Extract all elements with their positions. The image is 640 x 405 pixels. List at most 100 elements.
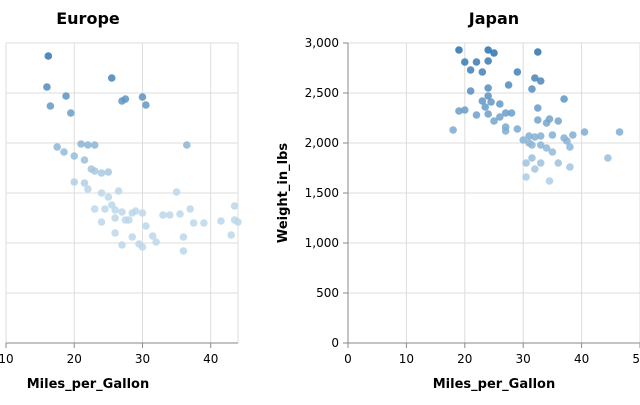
data-point-japan-7 — [466, 66, 475, 74]
y-tick-label-japan-3: 1,500 — [305, 186, 339, 200]
data-point-europe-31 — [111, 214, 119, 222]
x-tick-label-japan-0: 0 — [344, 352, 352, 366]
data-point-europe-28 — [101, 205, 109, 213]
data-point-japan-39 — [536, 132, 545, 140]
data-point-japan-58 — [554, 159, 563, 167]
data-point-europe-6 — [60, 148, 68, 156]
data-point-japan-26 — [501, 109, 510, 117]
x-tick-label-japan-4: 40 — [574, 352, 589, 366]
data-point-europe-43 — [165, 211, 174, 219]
panel-japan: Japan 0102030405005001,0001,5002,0002,50… — [276, 9, 640, 392]
x-tick-label-japan-2: 20 — [457, 352, 472, 366]
data-point-japan-60 — [536, 141, 545, 149]
data-point-europe-42 — [159, 211, 167, 219]
data-point-japan-14 — [484, 92, 492, 100]
data-point-japan-48 — [569, 131, 577, 139]
data-point-europe-4 — [67, 109, 75, 117]
panel-title-japan: Japan — [468, 9, 519, 28]
data-point-japan-51 — [615, 128, 624, 136]
data-point-japan-61 — [542, 144, 551, 152]
data-point-europe-21 — [114, 187, 123, 195]
data-point-europe-19 — [97, 189, 106, 197]
data-point-europe-45 — [176, 210, 184, 218]
data-point-japan-59 — [566, 163, 574, 171]
data-point-japan-31 — [504, 81, 513, 89]
data-point-europe-47 — [179, 247, 188, 255]
data-point-europe-14 — [97, 169, 106, 177]
data-point-europe-8 — [77, 140, 85, 148]
data-point-japan-43 — [554, 117, 563, 125]
data-point-europe-7 — [70, 152, 79, 160]
data-point-japan-41 — [545, 115, 554, 123]
data-point-japan-33 — [519, 136, 527, 144]
y-tick-label-japan-0: 0 — [331, 336, 339, 350]
data-point-europe-3 — [62, 92, 70, 100]
data-point-europe-60 — [138, 93, 147, 101]
data-point-japan-1 — [484, 46, 492, 54]
data-point-japan-47 — [566, 143, 574, 151]
data-point-europe-56 — [230, 202, 239, 210]
data-point-japan-25 — [496, 113, 504, 121]
data-point-japan-9 — [513, 68, 522, 76]
x-tick-label-europe-1: 20 — [67, 352, 82, 366]
data-point-europe-24 — [118, 208, 126, 216]
x-tick-label-europe-2: 30 — [135, 352, 150, 366]
data-point-japan-19 — [466, 87, 475, 95]
x-axis-label-europe: Miles_per_Gallon — [27, 377, 149, 392]
data-point-europe-26 — [131, 207, 140, 215]
y-axis-label-japan: Weight_in_lbs — [276, 143, 291, 243]
x-tick-label-japan-1: 10 — [399, 352, 414, 366]
data-point-europe-2 — [46, 102, 55, 110]
data-point-europe-55 — [234, 218, 242, 226]
data-point-europe-29 — [90, 205, 99, 213]
data-point-europe-34 — [111, 229, 119, 237]
data-point-europe-36 — [128, 233, 137, 241]
data-point-europe-15 — [104, 168, 113, 176]
y-tick-label-japan-2: 1,000 — [305, 236, 339, 250]
data-point-japan-16 — [487, 98, 495, 106]
x-tick-label-japan-3: 30 — [516, 352, 531, 366]
data-point-europe-49 — [186, 205, 195, 213]
data-point-europe-39 — [142, 222, 150, 230]
data-point-japan-11 — [536, 77, 545, 85]
data-point-japan-27 — [507, 109, 516, 117]
y-tick-label-japan-6: 3,000 — [305, 36, 339, 50]
data-point-europe-50 — [189, 219, 198, 227]
data-point-europe-9 — [84, 141, 92, 149]
data-point-europe-10 — [90, 141, 99, 149]
data-point-japan-46 — [563, 137, 571, 145]
data-point-europe-18 — [84, 185, 92, 193]
data-point-japan-21 — [455, 107, 463, 115]
data-point-europe-13 — [90, 167, 99, 175]
data-point-japan-22 — [472, 111, 481, 119]
data-point-japan-12 — [528, 85, 536, 93]
data-point-japan-63 — [525, 132, 533, 140]
data-point-japan-6 — [484, 57, 492, 65]
data-point-europe-46 — [179, 233, 188, 241]
y-tick-label-japan-5: 2,500 — [305, 86, 339, 100]
data-point-europe-35 — [118, 241, 126, 249]
data-point-europe-53 — [227, 231, 235, 239]
data-point-japan-4 — [461, 58, 469, 66]
data-point-europe-30 — [97, 218, 106, 226]
x-axis-label-japan: Miles_per_Gallon — [433, 377, 555, 392]
data-point-japan-32 — [513, 125, 522, 133]
data-point-europe-1 — [43, 83, 51, 91]
data-point-europe-0 — [44, 52, 53, 60]
data-point-japan-53 — [528, 154, 536, 162]
data-point-japan-37 — [534, 116, 542, 124]
data-point-europe-38 — [138, 243, 147, 251]
data-point-japan-24 — [490, 117, 498, 125]
y-tick-label-japan-1: 500 — [316, 286, 339, 300]
data-point-europe-40 — [148, 232, 157, 240]
data-point-japan-38 — [534, 104, 542, 112]
data-point-europe-44 — [172, 188, 181, 196]
data-point-europe-52 — [217, 217, 225, 225]
data-point-europe-17 — [80, 179, 89, 187]
data-point-japan-17 — [481, 103, 490, 111]
data-point-japan-10 — [531, 74, 539, 82]
data-point-japan-50 — [604, 154, 612, 162]
data-point-japan-49 — [580, 128, 589, 136]
data-point-europe-20 — [104, 193, 113, 201]
